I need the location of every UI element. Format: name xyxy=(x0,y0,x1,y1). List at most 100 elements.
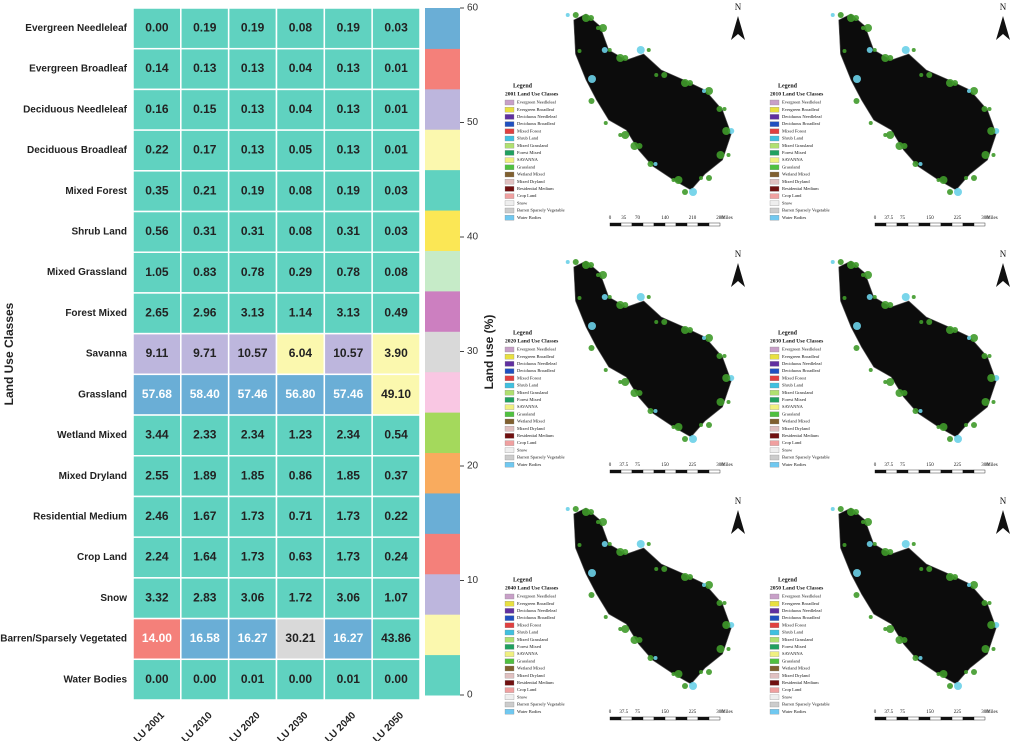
map-patch xyxy=(991,153,996,157)
heatmap-cell xyxy=(180,47,230,91)
scale-segment xyxy=(653,469,666,474)
legend-item: Crop Land xyxy=(782,687,802,692)
map-panel: N Legend 2020 Land Use Classes Evergreen Ne… xyxy=(504,249,745,474)
legend-swatch xyxy=(769,658,780,664)
scale-label: 225 xyxy=(689,710,697,715)
scale-segment xyxy=(929,716,942,721)
legend-item: Snow xyxy=(517,694,528,699)
map-patch xyxy=(967,583,971,587)
heatmap-cell xyxy=(371,292,421,335)
cell-label: 3.06 xyxy=(337,590,361,604)
map-patch xyxy=(726,647,731,651)
legend-swatch xyxy=(769,135,780,142)
x-tick-label: LU 2020 xyxy=(228,710,263,741)
map-patch xyxy=(883,133,888,137)
scale-segment xyxy=(708,469,721,474)
map-patch xyxy=(654,320,659,324)
scale-label: 300 xyxy=(716,710,724,715)
legend-swatch xyxy=(769,186,780,192)
scale-segment xyxy=(973,469,986,474)
legend-item: SAVANNA xyxy=(517,651,539,656)
x-tick-label: LU 2030 xyxy=(276,710,311,741)
map-patch xyxy=(722,107,727,111)
colorbar-tick-label: 60 xyxy=(467,3,479,14)
map-patch xyxy=(702,583,706,587)
heatmap-cell xyxy=(132,495,182,538)
legend-item: Wetland Mixed xyxy=(782,172,811,177)
cell-label: 0.71 xyxy=(289,509,313,523)
cell-label: 1.64 xyxy=(193,550,217,564)
heatmap-cell xyxy=(323,495,373,538)
legend-swatch xyxy=(504,164,515,170)
map-patch xyxy=(636,293,645,301)
legend-subtitle: 2020 Land Use Classes xyxy=(505,338,558,344)
map-patch xyxy=(883,380,888,384)
legend-swatch xyxy=(504,368,515,374)
row-label: Deciduous Broadleaf xyxy=(27,145,128,156)
legend-item: Mixed Grassland xyxy=(782,637,814,642)
cell-label: 0.00 xyxy=(289,672,313,686)
legend-swatch xyxy=(769,107,780,113)
cell-label: 0.08 xyxy=(289,21,313,35)
map-patch xyxy=(872,295,877,299)
legend-swatch xyxy=(504,150,515,156)
cell-label: 0.13 xyxy=(337,61,361,75)
cell-label: 16.27 xyxy=(333,631,363,645)
map-patch xyxy=(981,353,988,359)
legend-item: Shrub Land xyxy=(517,383,539,388)
legend-item: Evergreen Broadleaf xyxy=(517,354,555,359)
map-patch xyxy=(868,615,873,619)
scale-segment xyxy=(929,469,942,474)
legend-item: Deciduous Needleleaf xyxy=(517,608,557,613)
map-patch xyxy=(971,669,977,675)
map-patch xyxy=(588,345,595,351)
legend-item: Mixed Grassland xyxy=(517,143,549,148)
legend-item: Barren Sparsely Vegetable xyxy=(517,702,565,707)
cell-label: 0.31 xyxy=(337,224,361,238)
legend-swatch xyxy=(504,121,515,127)
map-patch xyxy=(588,322,596,330)
heatmap-cell xyxy=(275,495,326,538)
scale-label: Miles xyxy=(721,710,732,715)
map-patch xyxy=(971,175,977,181)
legend-item: Mixed Forest xyxy=(517,622,542,627)
scale-label: 280 xyxy=(716,216,724,221)
legend-swatch xyxy=(769,701,780,708)
scale-segment xyxy=(686,222,699,227)
cell-label: 0.13 xyxy=(241,61,265,75)
heatmap-cell xyxy=(371,658,421,701)
legend-swatch xyxy=(504,114,515,120)
legend-item: Deciduous Broadleaf xyxy=(517,121,556,126)
north-label: N xyxy=(1000,496,1007,506)
map-patch xyxy=(912,655,919,661)
scale-segment xyxy=(653,222,666,227)
legend-swatch xyxy=(504,687,515,693)
map-patch xyxy=(954,435,962,443)
colorbar-band xyxy=(425,88,460,130)
heatmap-cell xyxy=(132,455,182,498)
map-patch xyxy=(866,294,873,300)
scale-label: 75 xyxy=(900,463,906,468)
north-arrow xyxy=(731,510,745,534)
map-patch xyxy=(919,320,924,324)
scale-segment xyxy=(609,222,622,227)
cell-label: 2.33 xyxy=(193,428,217,442)
map-patch xyxy=(682,189,688,195)
map-patch xyxy=(830,507,835,511)
legend-swatch xyxy=(504,193,515,199)
legend-swatch xyxy=(769,397,780,403)
map-patch xyxy=(601,47,608,53)
map-patch xyxy=(847,14,855,22)
map-patch xyxy=(936,672,941,676)
legend-subtitle: 2001 Land Use Classes xyxy=(505,91,558,97)
cell-label: 1.72 xyxy=(289,590,313,604)
map-patch xyxy=(853,322,861,330)
scale-segment xyxy=(973,222,986,227)
map-patch xyxy=(918,162,923,166)
legend-swatch xyxy=(504,207,515,214)
legend-swatch xyxy=(504,680,515,686)
cell-label: 1.73 xyxy=(241,509,265,523)
cell-label: 0.00 xyxy=(145,672,169,686)
legend-item: Mixed Forest xyxy=(782,375,807,380)
scale-segment xyxy=(907,222,920,227)
